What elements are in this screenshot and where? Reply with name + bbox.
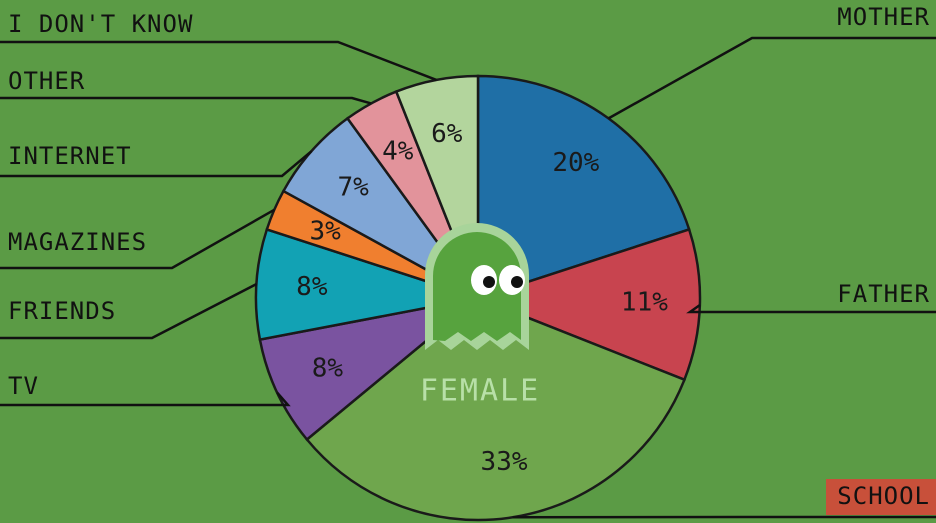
value-label: 8% (296, 272, 328, 302)
labels: MOTHER FATHER SCHOOL TV FRIENDS MAGAZINES INTE… (0, 3, 936, 519)
value-label: 20% (552, 148, 599, 178)
ghost-pupil (483, 276, 495, 288)
category-label: I DON'T KNOW (8, 10, 193, 38)
value-label: 11% (621, 288, 668, 318)
leader-line (607, 36, 936, 120)
center-annotation: FEMALE (420, 374, 540, 409)
category-label: MOTHER (837, 3, 930, 31)
pie: 20% 11% 33% 8% 8% 3% 7% 4% 6% (254, 74, 702, 522)
pie-slice (476, 74, 691, 300)
category-label: INTERNET (8, 142, 132, 170)
value-label: 6% (431, 119, 463, 149)
pie-slice (254, 227, 479, 342)
category-label: TV (8, 372, 39, 400)
category-label: OTHER (8, 67, 85, 95)
value-label: 4% (382, 137, 414, 167)
category-label: FATHER (837, 280, 930, 308)
leader-line (0, 40, 437, 82)
value-label: 33% (481, 447, 528, 477)
label-highlight (826, 479, 936, 515)
leader-line (0, 282, 258, 340)
value-label: 7% (337, 172, 369, 202)
value-label: 3% (310, 216, 342, 246)
pie-slice (305, 296, 687, 522)
ghost-icon (425, 223, 529, 350)
leader-line (686, 303, 936, 314)
category-label: MAGAZINES (8, 228, 147, 256)
leader-line (0, 208, 275, 270)
category-label: FRIENDS (8, 297, 116, 325)
category-label: SCHOOL (837, 482, 930, 510)
leader-line (0, 391, 291, 407)
value-label: 8% (312, 353, 344, 383)
ghost-pupil (511, 276, 523, 288)
leader-line (0, 150, 313, 178)
leader-line (0, 96, 372, 105)
